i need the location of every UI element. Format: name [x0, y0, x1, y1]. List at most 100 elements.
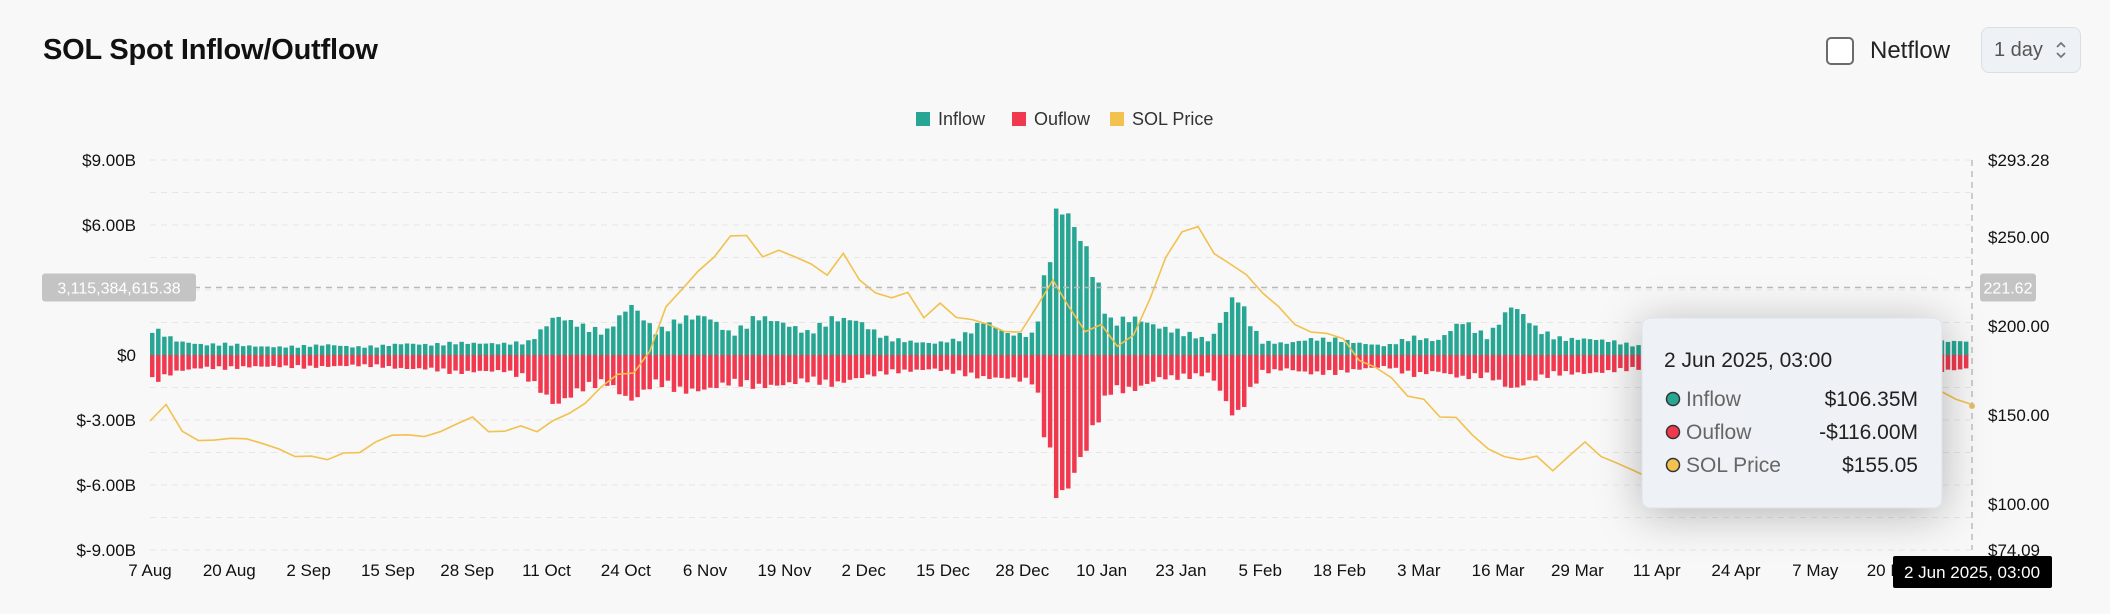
- inflow-bar: [447, 341, 452, 355]
- inflow-bar: [259, 346, 264, 355]
- inflow-bar: [1047, 262, 1053, 355]
- netflow-label: Netflow: [1870, 37, 1951, 64]
- inflow-bar: [805, 330, 810, 355]
- outflow-bar: [726, 355, 731, 386]
- outflow-bar: [234, 355, 240, 369]
- inflow-bar: [896, 338, 901, 355]
- outflow-bar: [1187, 355, 1192, 380]
- inflow-bar: [1163, 326, 1168, 355]
- outflow-bar: [1084, 355, 1089, 451]
- inflow-bar: [1060, 214, 1065, 355]
- inflow-bar: [350, 347, 355, 355]
- legend-item: Inflow: [938, 109, 986, 129]
- x-tick-label: 11 Oct: [522, 561, 571, 580]
- outflow-bar: [1235, 355, 1241, 410]
- outflow-bar: [1223, 355, 1229, 402]
- inflow-bar: [1138, 321, 1144, 355]
- outflow-bar: [356, 355, 361, 367]
- inflow-bar: [1417, 340, 1423, 355]
- x-tick-label: 7 May: [1792, 561, 1839, 580]
- outflow-bar: [1229, 355, 1235, 416]
- inflow-bar: [884, 335, 889, 355]
- outflow-bar: [1478, 355, 1484, 379]
- inflow-bar: [1005, 333, 1010, 355]
- inflow-bar: [1248, 326, 1253, 355]
- outflow-bar: [198, 355, 203, 369]
- inflow-bar: [186, 342, 191, 355]
- inflow-bar: [1533, 325, 1538, 355]
- inflow-bar: [1102, 313, 1107, 355]
- inflow-bar: [526, 340, 531, 355]
- inflow-bar: [295, 347, 301, 355]
- outflow-bar: [338, 355, 343, 366]
- inflow-bar: [471, 342, 476, 355]
- outflow-bar: [1108, 355, 1113, 395]
- inflow-bar: [1454, 323, 1459, 355]
- outflow-bar: [762, 355, 768, 389]
- outflow-bar: [568, 355, 574, 398]
- outflow-bar: [1545, 355, 1550, 378]
- outflow-bar: [1381, 355, 1386, 366]
- netflow-checkbox[interactable]: [1826, 37, 1854, 65]
- x-tick-label: 28 Dec: [995, 561, 1049, 580]
- inflow-bar: [1527, 323, 1532, 355]
- inflow-bar: [1963, 341, 1969, 355]
- y-right-tick-label: $74.09: [1988, 541, 2040, 560]
- outflow-bar: [1260, 355, 1265, 370]
- inflow-bar: [1169, 332, 1174, 355]
- crosshair-x-badge: [1893, 556, 2052, 588]
- inflow-bar: [1557, 336, 1562, 355]
- outflow-bar: [1120, 355, 1126, 394]
- outflow-bar: [635, 355, 640, 398]
- inflow-bar: [1187, 331, 1192, 355]
- inflow-bar: [1339, 342, 1344, 355]
- outflow-bar: [1599, 355, 1605, 373]
- outflow-bar: [465, 355, 470, 371]
- outflow-bar: [1169, 355, 1174, 376]
- inflow-bar: [1569, 337, 1575, 355]
- outflow-bar: [1035, 355, 1041, 393]
- outflow-bar: [423, 355, 428, 370]
- outflow-bar: [1442, 355, 1447, 374]
- outflow-bar: [386, 355, 392, 367]
- outflow-bar: [780, 355, 786, 386]
- outflow-bar: [507, 355, 513, 371]
- inflow-bar: [823, 326, 828, 355]
- netflow-toggle[interactable]: Netflow: [1826, 34, 1950, 68]
- outflow-bar: [1624, 355, 1629, 372]
- inflow-bar: [817, 322, 822, 355]
- inflow-bar: [938, 341, 944, 355]
- inflow-bar: [799, 332, 804, 355]
- inflow-bar: [1575, 339, 1581, 355]
- outflow-bar: [1606, 355, 1611, 371]
- outflow-bar: [708, 355, 713, 388]
- outflow-bar: [1448, 355, 1453, 375]
- inflow-bar: [853, 320, 859, 355]
- period-select[interactable]: 1 day: [1981, 27, 2081, 73]
- outflow-bar: [307, 355, 313, 366]
- inflow-bar: [1496, 324, 1502, 355]
- inflow-bar: [1466, 322, 1471, 355]
- inflow-bar: [1199, 336, 1204, 355]
- outflow-bar: [1132, 355, 1138, 392]
- crosshair-left-badge: [42, 273, 196, 302]
- inflow-bar: [1296, 340, 1302, 355]
- inflow-bar: [380, 344, 385, 355]
- tooltip-row-value: -$116.00M: [1819, 421, 1918, 444]
- inflow-bar: [1363, 344, 1368, 355]
- chevron-updown-icon: [2056, 41, 2066, 59]
- outflow-bar: [1557, 355, 1562, 376]
- inflow-bar: [665, 331, 671, 355]
- outflow-bar: [647, 355, 652, 390]
- outflow-bar: [1011, 355, 1016, 378]
- inflow-bar: [720, 329, 725, 355]
- outflow-bar: [447, 355, 452, 374]
- inflow-bar: [277, 346, 282, 355]
- outflow-bar: [920, 355, 925, 371]
- inflow-bar: [1345, 339, 1350, 355]
- y-left-tick-label: $6.00B: [82, 216, 136, 235]
- outflow-bar: [313, 355, 319, 368]
- inflow-bar: [1551, 339, 1556, 355]
- outflow-bar: [805, 355, 810, 383]
